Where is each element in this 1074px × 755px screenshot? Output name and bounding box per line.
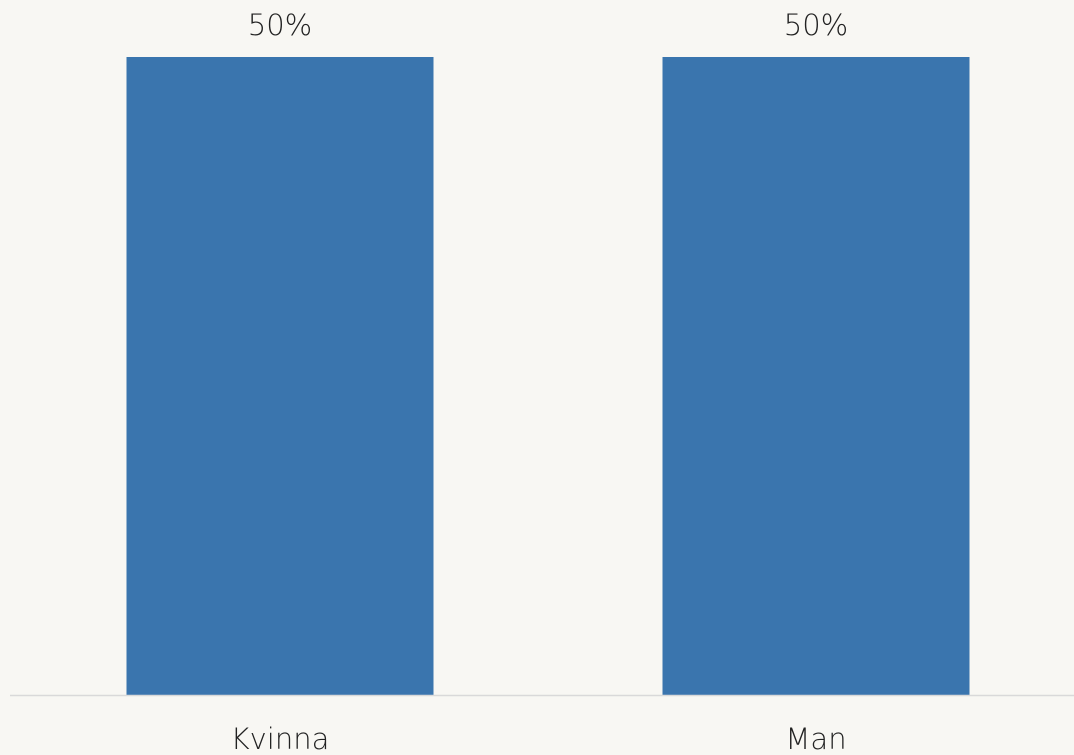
bar: [126, 57, 434, 695]
value-label: 50%: [248, 8, 312, 42]
x-tick-label: Man: [785, 722, 846, 755]
value-label: 50%: [784, 8, 848, 42]
bar: [662, 57, 970, 695]
x-tick-label: Kvinna: [231, 722, 330, 755]
